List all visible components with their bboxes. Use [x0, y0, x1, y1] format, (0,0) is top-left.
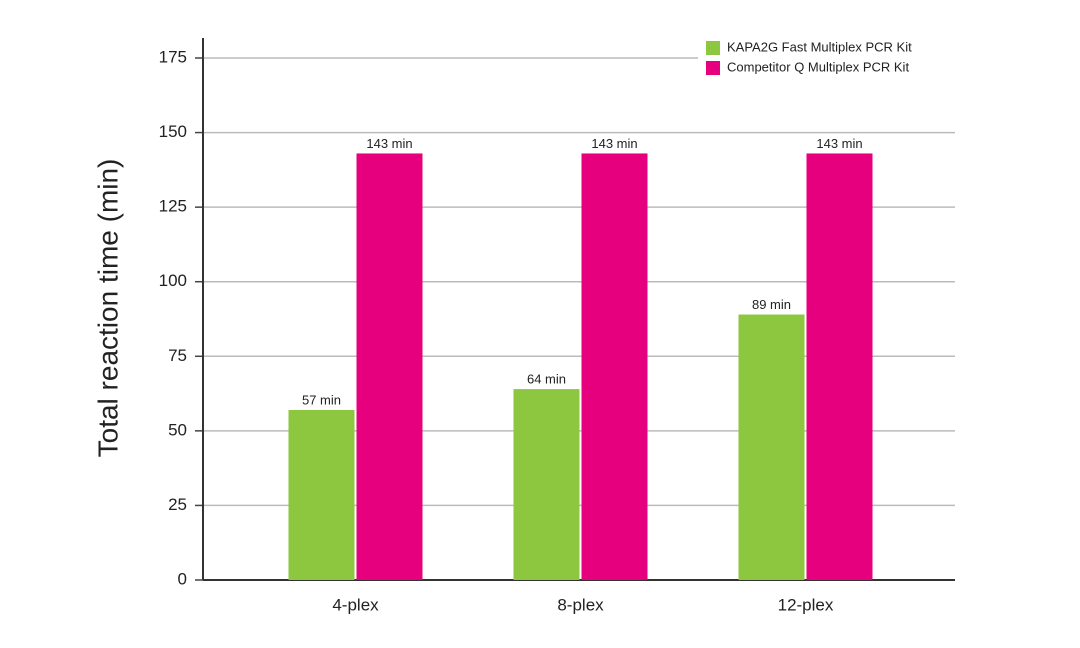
y-tick-label: 150	[159, 122, 187, 141]
y-tick-label: 25	[168, 495, 187, 514]
value-label: 89 min	[752, 297, 791, 312]
y-tick-label: 175	[159, 47, 187, 66]
legend-label: KAPA2G Fast Multiplex PCR Kit	[727, 39, 912, 54]
legend-swatch	[706, 41, 720, 55]
y-tick-label: 0	[178, 569, 187, 588]
bar	[738, 314, 805, 580]
value-label: 143 min	[591, 136, 637, 151]
y-tick-label: 125	[159, 197, 187, 216]
legend-swatch	[706, 61, 720, 75]
y-axis-title: Total reaction time (min)	[92, 159, 123, 458]
x-tick-label: 8-plex	[557, 595, 604, 614]
value-label: 64 min	[527, 372, 566, 387]
bar	[513, 389, 580, 580]
bar	[806, 153, 873, 581]
bar	[581, 153, 648, 581]
value-label: 57 min	[302, 392, 341, 407]
x-tick-label: 4-plex	[332, 595, 379, 614]
legend-label: Competitor Q Multiplex PCR Kit	[727, 59, 909, 74]
bar	[288, 409, 355, 580]
y-tick-label: 100	[159, 271, 187, 290]
value-label: 143 min	[816, 136, 862, 151]
bar	[356, 153, 423, 581]
x-tick-label: 12-plex	[778, 595, 834, 614]
y-tick-label: 50	[168, 420, 187, 439]
value-label: 143 min	[366, 136, 412, 151]
y-tick-label: 75	[168, 346, 187, 365]
legend-box	[698, 36, 960, 80]
